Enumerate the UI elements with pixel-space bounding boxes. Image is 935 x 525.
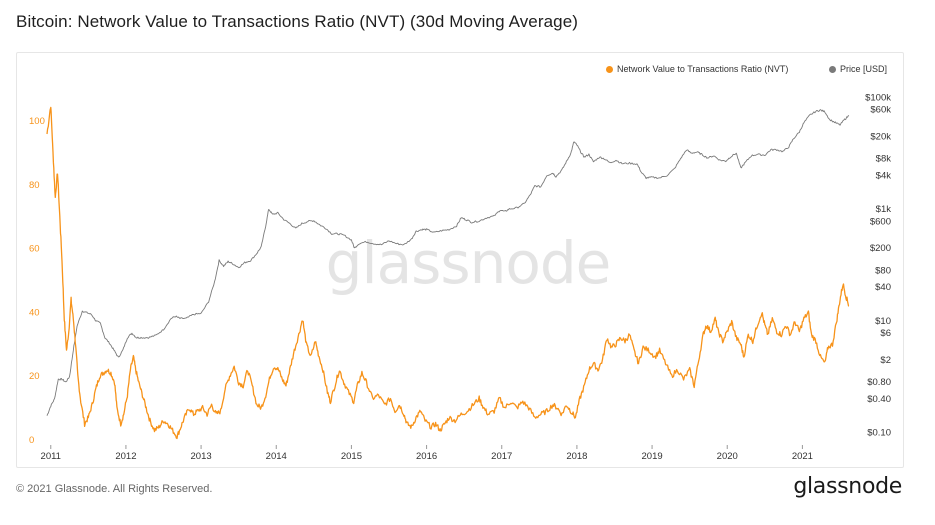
legend-dot-price [829,65,836,73]
right-axis-tick: $2 [880,355,891,366]
left-axis-tick: 80 [29,180,40,191]
legend-dot-nvt [606,65,613,73]
x-axis-tick: 2014 [266,451,287,462]
right-axis-tick: $40 [875,282,891,293]
left-axis-tick: 0 [29,435,34,446]
legend-item-price[interactable]: Price [USD] [829,64,887,74]
left-axis-tick: 60 [29,244,40,255]
chart-panel: glassnode 0 20 40 60 80 100 $100k $60k $20k $8k $4k… [16,52,904,468]
right-axis-tick: $20k [870,131,891,142]
x-axis-tick: 2015 [341,451,362,462]
x-axis-tick: 2012 [115,451,136,462]
right-axis-tick: $0.40 [867,394,891,405]
right-axis-tick: $80 [875,265,891,276]
nvt-series-line [46,106,850,440]
right-axis-tick: $60k [870,105,891,116]
copyright-text: © 2021 Glassnode. All Rights Reserved. [16,483,213,495]
watermark: glassnode [326,229,611,297]
x-axis-tick: 2021 [792,451,813,462]
right-axis-tick: $0.10 [867,428,891,439]
x-axis-tick: 2016 [416,451,437,462]
legend-item-nvt[interactable]: Network Value to Transactions Ratio (NVT… [606,64,788,74]
right-axis-tick: $200 [870,243,891,254]
x-axis-tick: 2017 [491,451,512,462]
right-axis-tick: $8k [876,154,892,165]
right-axis-tick: $4k [876,170,892,181]
right-axis-tick: $0.80 [867,377,891,388]
x-axis-tick: 2018 [566,451,587,462]
glassnode-logo[interactable]: glassnode [793,474,902,499]
right-axis-tick: $10 [875,316,891,327]
x-axis-tick: 2019 [642,451,663,462]
x-axis-tick: 2011 [41,451,61,462]
chart-svg: glassnode 0 20 40 60 80 100 $100k $60k $20k $8k $4k… [29,92,892,462]
left-axis-tick: 100 [29,116,45,127]
price-series-line [46,109,850,416]
right-axis-tick: $600 [870,216,891,227]
x-axis-tick: 2020 [717,451,738,462]
x-axis-tick: 2013 [191,451,212,462]
legend-label-price: Price [USD] [840,64,888,74]
chart-title: Bitcoin: Network Value to Transactions R… [16,12,579,31]
legend-label-nvt: Network Value to Transactions Ratio (NVT… [617,64,789,74]
right-axis-tick: $100k [865,92,891,103]
left-axis-tick: 40 [29,307,40,318]
right-axis-tick: $6 [880,328,891,339]
right-axis-tick: $1k [876,204,892,215]
left-axis-tick: 20 [29,371,40,382]
